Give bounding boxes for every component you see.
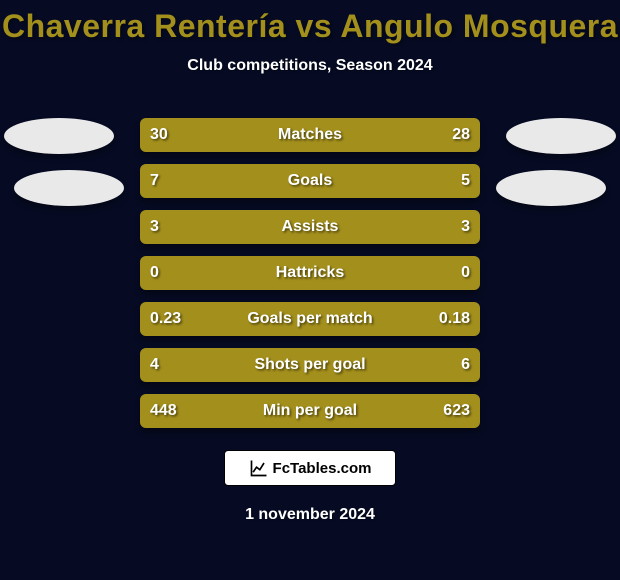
stat-value-left: 448 — [150, 394, 177, 428]
stat-value-right: 0.18 — [439, 302, 470, 336]
stat-value-left: 7 — [150, 164, 159, 198]
stat-value-right: 5 — [461, 164, 470, 198]
stat-value-right: 3 — [461, 210, 470, 244]
subtitle: Club competitions, Season 2024 — [0, 57, 620, 75]
logo-text: FcTables.com — [273, 460, 372, 477]
stat-value-left: 0 — [150, 256, 159, 290]
stat-label: Goals per match — [140, 302, 480, 336]
stat-row: Hattricks0 0 — [140, 256, 480, 290]
stat-value-left: 0.23 — [150, 302, 181, 336]
stat-row: Min per goal448 623 — [140, 394, 480, 428]
stat-value-left: 4 — [150, 348, 159, 382]
player-left-avatar-2 — [14, 170, 124, 206]
stat-value-right: 28 — [452, 118, 470, 152]
stat-label: Goals — [140, 164, 480, 198]
stat-row: Assists3 3 — [140, 210, 480, 244]
stat-label: Matches — [140, 118, 480, 152]
comparison-infographic: Chaverra Rentería vs Angulo Mosquera Clu… — [0, 0, 620, 580]
stat-row: Shots per goal4 6 — [140, 348, 480, 382]
stat-value-right: 623 — [443, 394, 470, 428]
stat-value-left: 30 — [150, 118, 168, 152]
chart-icon — [249, 458, 269, 478]
fctables-logo: FcTables.com — [224, 450, 396, 486]
date-label: 1 november 2024 — [0, 506, 620, 524]
stat-row: Matches30 28 — [140, 118, 480, 152]
stat-value-right: 0 — [461, 256, 470, 290]
stat-bars-container: Matches30 28 Goals7 5 Assists3 3 Hattricks0 0 Go… — [140, 118, 480, 440]
stat-row: Goals per match0.23 0.18 — [140, 302, 480, 336]
player-right-avatar-2 — [496, 170, 606, 206]
stat-label: Min per goal — [140, 394, 480, 428]
stat-value-right: 6 — [461, 348, 470, 382]
stat-label: Assists — [140, 210, 480, 244]
stat-row: Goals7 5 — [140, 164, 480, 198]
player-left-avatar-1 — [4, 118, 114, 154]
stat-label: Shots per goal — [140, 348, 480, 382]
page-title: Chaverra Rentería vs Angulo Mosquera — [0, 0, 620, 45]
stat-label: Hattricks — [140, 256, 480, 290]
player-right-avatar-1 — [506, 118, 616, 154]
stat-value-left: 3 — [150, 210, 159, 244]
